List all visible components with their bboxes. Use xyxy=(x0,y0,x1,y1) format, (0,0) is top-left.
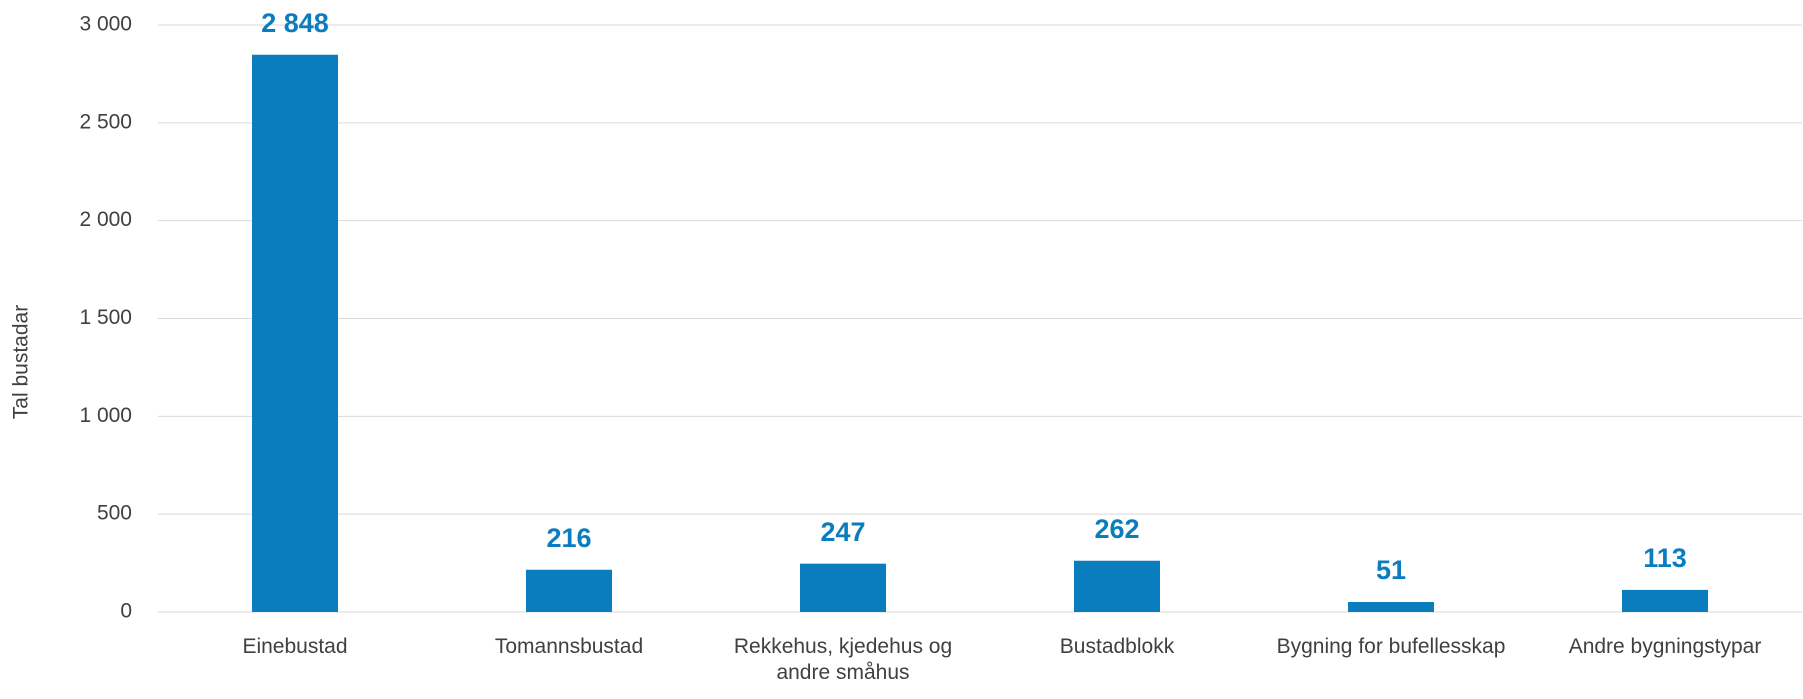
bar xyxy=(252,54,338,612)
x-tick-label: Tomannsbustad xyxy=(494,635,644,658)
x-tick-label: Bustadblokk xyxy=(1059,635,1175,658)
y-tick-label: 0 xyxy=(120,600,132,623)
x-tick-label: Einebustad xyxy=(242,635,348,658)
value-label: 216 xyxy=(546,523,591,553)
y-axis-title: Tal bustadar xyxy=(10,305,33,419)
y-tick-label: 2 000 xyxy=(79,208,132,231)
y-tick-label: 1 000 xyxy=(79,404,132,427)
bar xyxy=(1074,560,1160,612)
bar xyxy=(800,563,886,612)
value-label: 113 xyxy=(1643,543,1687,573)
x-tick-label: Andre bygningstypar xyxy=(1568,635,1762,658)
y-tick-label: 1 500 xyxy=(79,306,132,329)
bar xyxy=(1622,589,1708,612)
y-tick-label: 3 000 xyxy=(79,13,132,36)
bar xyxy=(526,569,612,612)
bar xyxy=(1348,602,1434,612)
x-tick-label: Bygning for bufellesskap xyxy=(1276,635,1506,658)
value-label: 247 xyxy=(820,517,865,547)
value-label: 2 848 xyxy=(261,8,329,38)
y-tick-label: 2 500 xyxy=(79,110,132,133)
value-label: 51 xyxy=(1376,555,1406,585)
x-tick-label: Rekkehus, kjedehus og andre småhus xyxy=(733,635,953,684)
y-tick-label: 500 xyxy=(97,502,132,525)
value-label: 262 xyxy=(1094,514,1139,544)
